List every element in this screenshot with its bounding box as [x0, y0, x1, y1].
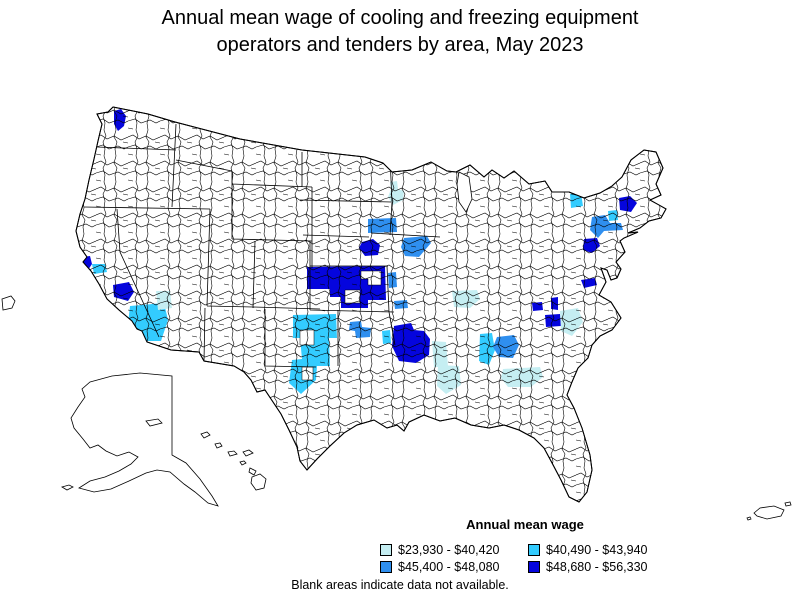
alaska-island — [145, 418, 163, 427]
pacific-island — [1, 295, 16, 311]
legend-label-category-3: $45,400 - $48,080 — [398, 560, 500, 574]
page-title: Annual mean wage of cooling and freezing… — [0, 5, 800, 59]
legend-label-category-4: $48,680 - $56,330 — [546, 560, 648, 574]
hawaii-island — [200, 431, 211, 439]
legend-swatch-category-2 — [528, 544, 540, 556]
aleutian-island — [61, 484, 74, 491]
legend: Annual mean wage $23,930 - $40,420 $40,4… — [380, 517, 670, 574]
legend-item: $40,490 - $43,940 — [528, 543, 668, 557]
legend-item: $23,930 - $40,420 — [380, 543, 528, 557]
hawaii-island — [227, 450, 238, 457]
puerto-rico-islet — [746, 516, 752, 521]
hawaii-island — [239, 460, 247, 466]
puerto-rico-inset — [746, 501, 792, 521]
hawaii-island — [242, 449, 254, 457]
legend-grid: $23,930 - $40,420 $40,490 - $43,940 $45,… — [380, 543, 670, 574]
legend-swatch-category-4 — [528, 561, 540, 573]
page-title-line1: Annual mean wage of cooling and freezing… — [161, 7, 639, 29]
map-note: Blank areas indicate data not available. — [291, 578, 509, 592]
lake-michigan — [456, 171, 473, 213]
puerto-rico-outline — [753, 505, 785, 520]
legend-swatch-category-1 — [380, 544, 392, 556]
legend-item: $48,680 - $56,330 — [528, 560, 668, 574]
state-boundaries — [83, 123, 441, 368]
hawaii-big-island — [250, 473, 267, 491]
legend-item: $45,400 - $48,080 — [380, 560, 528, 574]
alaska-outline — [70, 372, 219, 507]
legend-label-category-2: $40,490 - $43,940 — [546, 543, 648, 557]
legend-title: Annual mean wage — [466, 517, 584, 532]
hawaii-inset — [200, 431, 267, 491]
page-title-line2: operators and tenders by area, May 2023 — [216, 34, 584, 56]
legend-label-category-1: $23,930 - $40,420 — [398, 543, 500, 557]
hawaii-island — [214, 442, 223, 449]
hawaii-island — [248, 467, 257, 476]
alaska-inset — [61, 372, 219, 507]
puerto-rico-islet — [784, 501, 792, 507]
legend-swatch-category-3 — [380, 561, 392, 573]
